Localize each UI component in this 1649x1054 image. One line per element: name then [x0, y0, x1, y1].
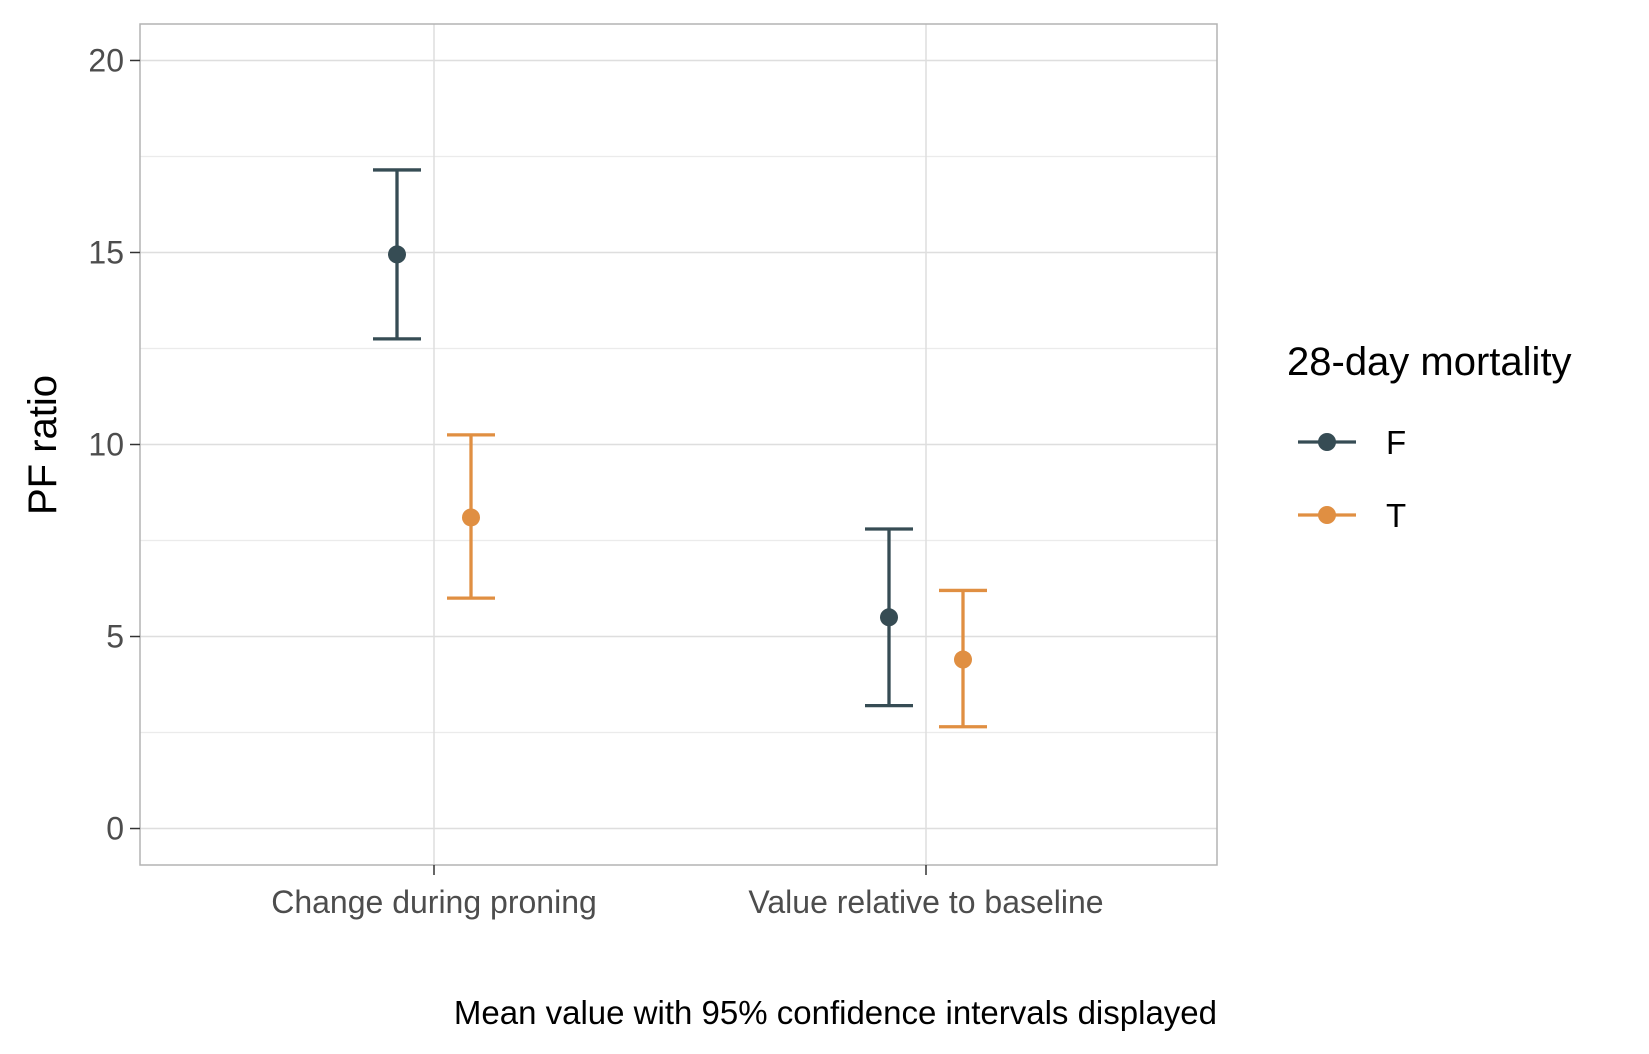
legend: 28-day mortality FT [1287, 340, 1572, 534]
legend-key-point [1318, 506, 1336, 524]
y-tick-label: 15 [88, 234, 124, 270]
errorbar-T-1 [939, 588, 987, 729]
legend-title: 28-day mortality [1287, 340, 1572, 384]
grid-layer [140, 24, 1217, 865]
mean-point [462, 508, 480, 527]
axis-layer: 0 5 10 15 20 Change during proning Value relat… [88, 42, 1103, 920]
legend-item-T: T [1298, 497, 1406, 534]
y-tick-label: 20 [88, 42, 124, 78]
x-tick-label: Change during proning [271, 884, 597, 920]
x-tick-label: Value relative to baseline [748, 884, 1103, 920]
mean-point [880, 608, 898, 627]
y-tick-label: 0 [106, 811, 124, 847]
mean-point [388, 245, 406, 264]
legend-key-point [1318, 433, 1336, 451]
mean-point [954, 650, 972, 669]
legend-label: T [1386, 497, 1406, 534]
errorbar-F-1 [865, 527, 913, 708]
errorbar-F-0 [373, 168, 421, 341]
chart-caption: Mean value with 95% confidence intervals… [454, 994, 1217, 1031]
legend-item-F: F [1298, 424, 1406, 461]
legend-items: FT [1298, 424, 1406, 534]
y-axis-title: PF ratio [21, 375, 65, 515]
marks-layer [373, 168, 987, 729]
legend-label: F [1386, 424, 1406, 461]
errorbar-T-0 [447, 433, 495, 600]
y-tick-label: 5 [106, 619, 124, 655]
y-tick-label: 10 [88, 427, 124, 463]
